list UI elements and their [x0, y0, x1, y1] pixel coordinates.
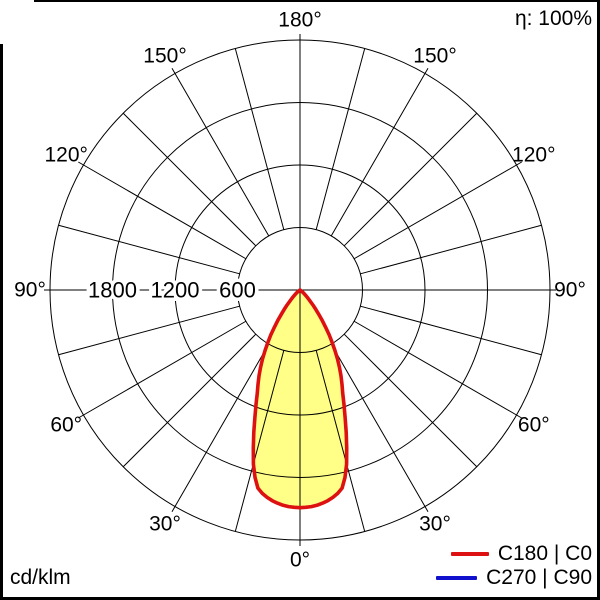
grid-spoke — [343, 333, 478, 468]
legend: C180 | C0 C270 | C90 — [436, 542, 592, 589]
grid-spoke — [58, 224, 240, 275]
frame-border-right — [597, 0, 600, 600]
unit-label: cd/klm — [10, 566, 71, 589]
angle-label: 120° — [512, 144, 555, 167]
frame-border-bottom — [0, 597, 600, 600]
grid-spoke — [353, 320, 522, 419]
legend-item-c180-c0: C180 | C0 — [450, 542, 592, 565]
frame-border-top — [34, 0, 600, 2]
grid-spoke — [360, 224, 542, 275]
legend-label-c180-c0: C180 | C0 — [497, 542, 592, 565]
angle-label: 150° — [143, 45, 186, 68]
grid-spoke — [122, 112, 257, 247]
grid-spoke — [171, 343, 270, 512]
grid-spoke — [234, 48, 285, 230]
grid-spoke — [171, 68, 270, 237]
grid-spoke — [353, 161, 522, 260]
angle-label: 180° — [278, 9, 321, 32]
angle-label: 30° — [149, 512, 181, 535]
grid-spoke — [122, 333, 257, 468]
grid-spoke — [234, 350, 285, 532]
radial-tick-label: 1800 — [88, 278, 137, 303]
radial-tick-label: 600 — [219, 278, 256, 303]
grid-spoke — [360, 305, 542, 356]
angle-label: 150° — [413, 45, 456, 68]
grid-spoke — [330, 68, 429, 237]
angle-label: 90° — [14, 279, 46, 302]
grid-spoke — [315, 48, 366, 230]
legend-line-red-icon — [450, 552, 489, 556]
intensity-curve-c0-c180 — [251, 288, 349, 510]
angle-label: 30° — [419, 512, 451, 535]
radial-tick-label: 1200 — [151, 278, 200, 303]
grid-spoke — [58, 305, 240, 356]
grid-spoke — [78, 320, 247, 419]
legend-item-c270-c90: C270 | C90 — [436, 566, 592, 589]
efficiency-label: η: 100% — [514, 7, 592, 30]
angle-label: 120° — [44, 144, 87, 167]
grid-spoke — [78, 161, 247, 260]
legend-line-blue-icon — [436, 576, 478, 580]
angle-label: 90° — [554, 279, 586, 302]
angle-label: 0° — [290, 549, 310, 572]
legend-label-c270-c90: C270 | C90 — [486, 566, 592, 589]
grid-spoke — [315, 350, 366, 532]
grid-spoke — [330, 343, 429, 512]
frame-border-left — [0, 44, 3, 600]
angle-label: 60° — [518, 414, 550, 437]
grid-spoke — [343, 112, 478, 247]
angle-label: 60° — [50, 414, 82, 437]
